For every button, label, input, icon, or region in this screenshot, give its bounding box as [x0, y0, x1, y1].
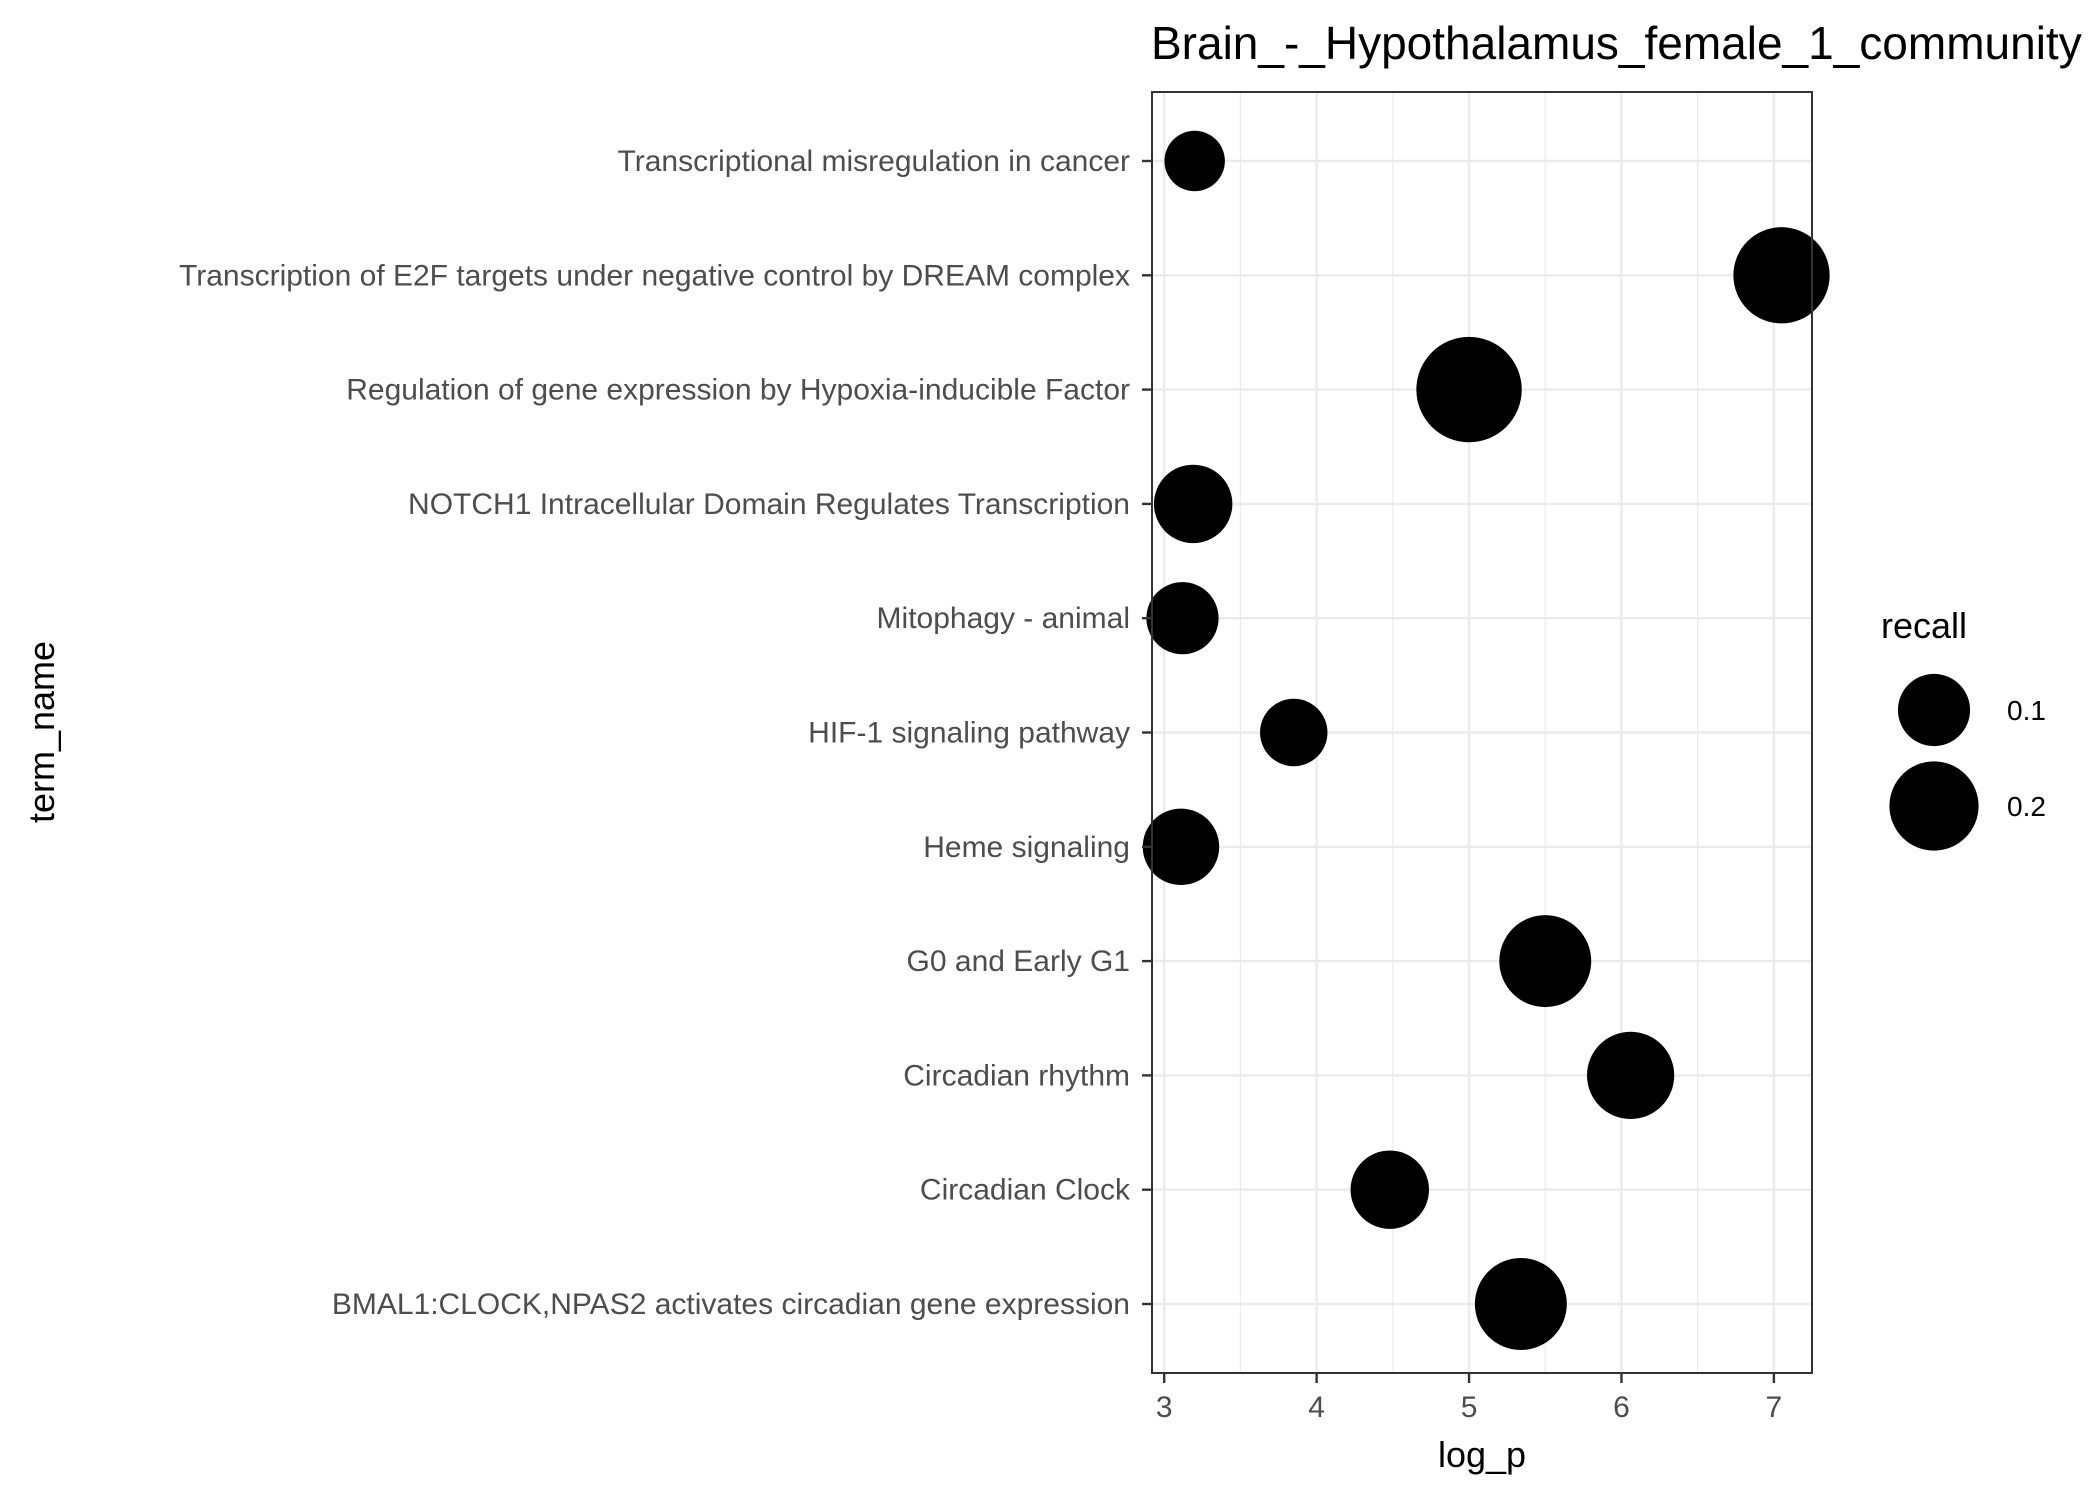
data-points — [1142, 130, 1830, 1350]
chart-title: Brain_-_Hypothalamus_female_1_community — [1151, 17, 2082, 69]
data-point — [1146, 582, 1219, 655]
x-axis: 3 4 5 6 7 — [1156, 1373, 1782, 1424]
y-tick-label: G0 and Early G1 — [907, 945, 1130, 978]
plot-panel — [1142, 91, 1830, 1374]
y-tick-label: Transcriptional misregulation in cancer — [618, 145, 1130, 178]
y-axis-title: term_name — [21, 641, 62, 823]
legend-symbol — [1889, 761, 1979, 851]
y-tick-label: Circadian rhythm — [903, 1059, 1130, 1092]
y-tick-label: Mitophagy - animal — [877, 602, 1130, 635]
data-point — [1499, 915, 1592, 1008]
legend-label: 0.1 — [2007, 695, 2046, 726]
data-point — [1164, 130, 1225, 192]
data-point — [1350, 1150, 1429, 1229]
y-tick-label: HIF-1 signaling pathway — [808, 717, 1130, 750]
y-axis: Transcriptional misregulation in cancer T… — [179, 145, 1152, 1321]
x-axis-title: log_p — [1438, 1434, 1526, 1475]
x-tick-label: 3 — [1156, 1391, 1173, 1424]
legend-symbol — [1897, 673, 1971, 747]
data-point — [1142, 808, 1220, 886]
y-tick-label: NOTCH1 Intracellular Domain Regulates Tr… — [408, 488, 1130, 521]
legend-title: recall — [1881, 605, 1967, 646]
x-tick-label: 7 — [1766, 1391, 1783, 1424]
legend-items: 0.1 0.2 — [1889, 673, 2046, 851]
x-tick-label: 5 — [1461, 1391, 1478, 1424]
y-tick-label: BMAL1:CLOCK,NPAS2 activates circadian ge… — [332, 1288, 1130, 1321]
x-tick-label: 4 — [1308, 1391, 1325, 1424]
data-point — [1260, 698, 1328, 767]
x-tick-label: 6 — [1613, 1391, 1630, 1424]
legend: recall 0.1 0.2 — [1881, 605, 2046, 851]
data-point — [1416, 336, 1522, 443]
data-point — [1586, 1031, 1675, 1120]
y-tick-label: Circadian Clock — [920, 1174, 1131, 1207]
y-tick-label: Heme signaling — [923, 831, 1130, 864]
y-tick-label: Transcription of E2F targets under negat… — [179, 259, 1130, 292]
legend-label: 0.2 — [2007, 791, 2046, 822]
data-point — [1474, 1258, 1567, 1350]
y-tick-label: Regulation of gene expression by Hypoxia… — [346, 374, 1130, 407]
data-point — [1733, 227, 1830, 324]
data-point — [1153, 464, 1233, 544]
